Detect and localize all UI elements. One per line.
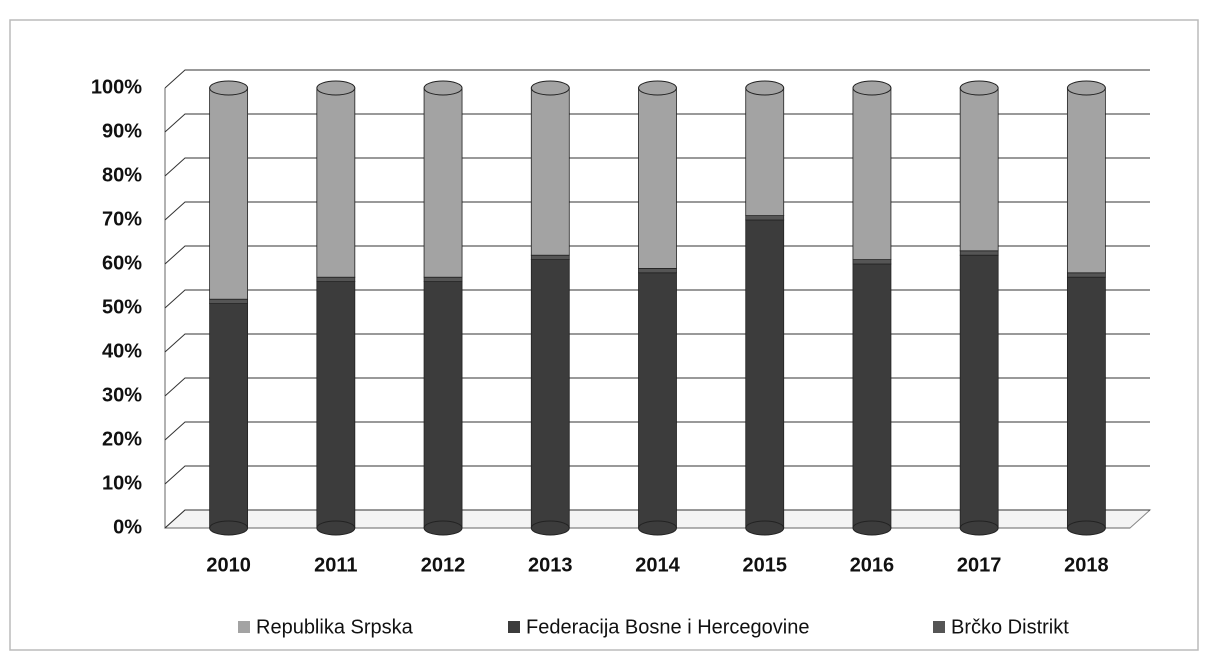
cylinder-segment xyxy=(638,272,677,529)
cylinder-cap xyxy=(209,80,249,96)
cylinder-segment xyxy=(423,87,463,278)
cylinder-cap xyxy=(745,80,785,96)
grid-line xyxy=(164,333,1150,353)
cylinder-segment xyxy=(209,303,249,529)
cylinder-segment xyxy=(316,276,356,283)
y-tick-label: 10% xyxy=(102,472,142,494)
cylinder-base xyxy=(530,520,570,536)
cylinder-segment xyxy=(530,254,570,260)
cylinder-segment xyxy=(530,259,570,529)
cylinder-segment xyxy=(745,215,785,221)
grid-line xyxy=(164,113,1150,133)
cylinder-base xyxy=(209,520,249,536)
x-tick-label: 2012 xyxy=(421,554,466,576)
cylinder-segment xyxy=(530,87,570,256)
cylinder-segment xyxy=(1066,276,1106,529)
cylinder-segment xyxy=(423,276,463,283)
cylinder-segment xyxy=(638,267,677,274)
cylinder-segment xyxy=(852,259,892,265)
legend-swatch xyxy=(508,621,520,633)
cylinder-base xyxy=(852,520,892,536)
cylinder-cap xyxy=(423,80,463,96)
grid-line xyxy=(164,157,1150,177)
x-tick-label: 2010 xyxy=(206,554,251,576)
legend-label: Republika Srpska xyxy=(256,616,414,638)
grid-line xyxy=(164,465,1150,485)
cylinder-segment xyxy=(316,281,356,529)
cylinder-cap xyxy=(852,80,892,96)
cylinder-base xyxy=(423,520,463,536)
y-tick-label: 100% xyxy=(91,76,142,98)
legend-swatch xyxy=(933,621,945,633)
cylinder-cap xyxy=(530,80,570,96)
legend-label: Brčko Distrikt xyxy=(951,616,1069,638)
x-tick-label: 2018 xyxy=(1064,554,1109,576)
grid-line xyxy=(164,377,1150,397)
cylinder-segment xyxy=(959,254,999,529)
cylinder-segment xyxy=(1066,87,1106,274)
cylinder-segment xyxy=(209,87,249,300)
y-tick-label: 60% xyxy=(102,252,142,274)
cylinder-cap xyxy=(316,80,356,96)
cylinder-base xyxy=(638,520,677,536)
cylinder-segment xyxy=(745,219,785,529)
grid-line xyxy=(164,289,1150,309)
legend-swatch xyxy=(238,621,250,633)
y-tick-label: 0% xyxy=(113,516,142,538)
x-tick-label: 2015 xyxy=(742,554,787,576)
y-tick-label: 90% xyxy=(102,120,142,142)
y-tick-label: 80% xyxy=(102,164,142,186)
cylinder-segment xyxy=(209,298,249,305)
cylinder-segment xyxy=(638,87,677,269)
x-tick-label: 2017 xyxy=(957,554,1002,576)
cylinder-segment xyxy=(852,263,892,529)
x-tick-label: 2014 xyxy=(635,554,680,576)
y-tick-label: 40% xyxy=(102,340,142,362)
cylinder-base xyxy=(1066,520,1106,536)
cylinder-cap xyxy=(1066,80,1106,96)
cylinder-segment xyxy=(316,87,356,278)
x-tick-label: 2011 xyxy=(314,554,357,576)
legend-label: Federacija Bosne i Hercegovine xyxy=(526,616,810,638)
y-tick-label: 20% xyxy=(102,428,142,450)
cylinder-segment xyxy=(852,87,892,261)
y-tick-label: 70% xyxy=(102,208,142,230)
y-tick-label: 50% xyxy=(102,296,142,318)
cylinder-cap xyxy=(638,80,677,96)
cylinder-base xyxy=(745,520,785,536)
cylinder-base xyxy=(959,520,999,536)
grid-line xyxy=(164,421,1150,441)
x-tick-label: 2013 xyxy=(528,554,573,576)
cylinder-base xyxy=(316,520,356,536)
cylinder-segment xyxy=(959,250,999,256)
cylinder-cap xyxy=(959,80,999,96)
y-tick-label: 30% xyxy=(102,384,142,406)
cylinder-segment xyxy=(959,87,999,252)
grid-line xyxy=(164,509,1150,529)
grid-line xyxy=(164,201,1150,221)
x-tick-label: 2016 xyxy=(850,554,895,576)
grid-line xyxy=(164,69,1150,89)
grid-line xyxy=(164,245,1150,265)
chart-border xyxy=(9,19,1199,651)
cylinder-segment xyxy=(423,281,463,529)
cylinder-segment xyxy=(745,87,785,216)
cylinder-segment xyxy=(1066,272,1106,278)
